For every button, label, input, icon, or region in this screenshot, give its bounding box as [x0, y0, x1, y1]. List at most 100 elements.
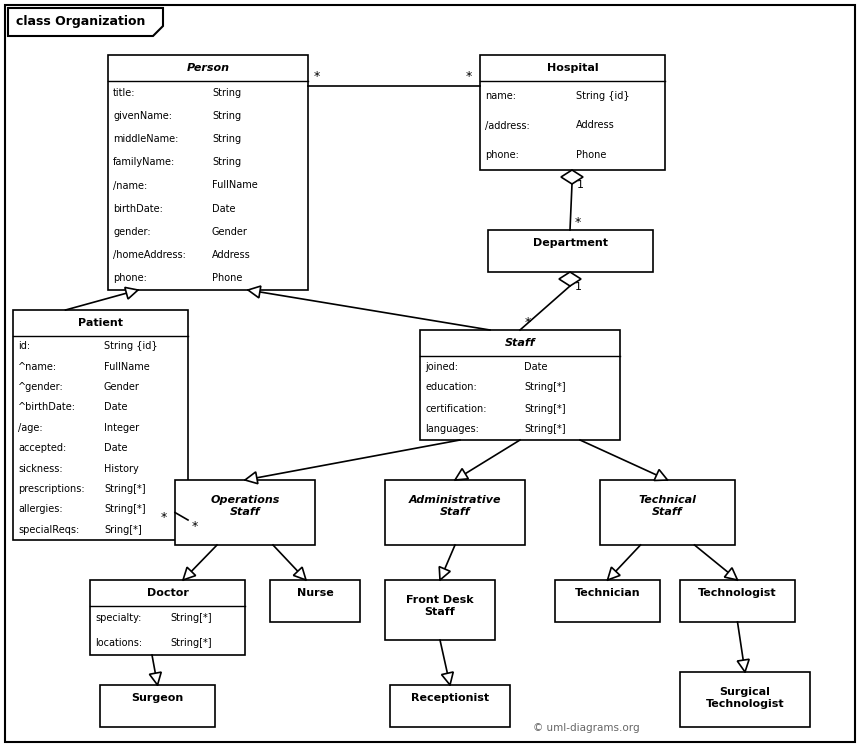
- Polygon shape: [125, 288, 138, 299]
- Bar: [385, 480, 525, 545]
- Polygon shape: [293, 567, 306, 580]
- Text: phone:: phone:: [113, 273, 147, 283]
- Text: Surgeon: Surgeon: [132, 693, 184, 703]
- Text: ^name:: ^name:: [18, 362, 57, 371]
- Text: specialty:: specialty:: [95, 613, 141, 623]
- Bar: [270, 580, 360, 622]
- Bar: [100, 685, 215, 727]
- Polygon shape: [439, 567, 451, 580]
- Bar: [385, 580, 495, 640]
- Bar: [488, 230, 653, 272]
- Text: birthDate:: birthDate:: [113, 204, 163, 214]
- Text: ^birthDate:: ^birthDate:: [18, 403, 76, 412]
- Text: Address: Address: [212, 250, 251, 260]
- Bar: [175, 480, 315, 545]
- Text: certification:: certification:: [425, 403, 487, 414]
- Text: *: *: [525, 316, 531, 329]
- Polygon shape: [441, 672, 453, 685]
- Text: allergies:: allergies:: [18, 504, 63, 515]
- Text: Department: Department: [533, 238, 608, 248]
- Text: Operations
Staff: Operations Staff: [211, 495, 280, 517]
- Text: Technical
Staff: Technical Staff: [638, 495, 697, 517]
- Text: String[*]: String[*]: [524, 424, 566, 435]
- Text: Integer: Integer: [104, 423, 139, 433]
- Text: locations:: locations:: [95, 638, 142, 648]
- Text: FullName: FullName: [212, 181, 258, 190]
- Polygon shape: [455, 468, 469, 480]
- Text: String {id}: String {id}: [576, 91, 630, 101]
- Text: class Organization: class Organization: [16, 16, 145, 28]
- Text: name:: name:: [485, 91, 516, 101]
- Text: prescriptions:: prescriptions:: [18, 484, 84, 494]
- Text: Date: Date: [524, 362, 548, 371]
- Polygon shape: [561, 170, 583, 184]
- Bar: [420, 330, 620, 440]
- Text: *: *: [192, 520, 199, 533]
- Text: ^gender:: ^gender:: [18, 382, 64, 392]
- Text: String[*]: String[*]: [524, 403, 566, 414]
- Text: gender:: gender:: [113, 227, 150, 237]
- Text: Sring[*]: Sring[*]: [104, 525, 142, 535]
- Text: Receptionist: Receptionist: [411, 693, 489, 703]
- Text: specialReqs:: specialReqs:: [18, 525, 79, 535]
- Text: Patient: Patient: [78, 318, 123, 328]
- Text: /name:: /name:: [113, 181, 147, 190]
- Text: FullName: FullName: [104, 362, 150, 371]
- Polygon shape: [559, 272, 581, 286]
- Bar: [108, 55, 308, 290]
- Text: Phone: Phone: [576, 150, 606, 160]
- Text: /address:: /address:: [485, 120, 530, 131]
- Text: String: String: [212, 158, 241, 167]
- Text: String {id}: String {id}: [104, 341, 157, 351]
- Polygon shape: [654, 470, 667, 480]
- Polygon shape: [607, 567, 620, 580]
- Text: Date: Date: [104, 403, 127, 412]
- Text: /homeAddress:: /homeAddress:: [113, 250, 186, 260]
- Polygon shape: [248, 286, 261, 298]
- Text: phone:: phone:: [485, 150, 519, 160]
- Bar: [13, 310, 188, 540]
- Polygon shape: [150, 672, 161, 685]
- Text: sickness:: sickness:: [18, 464, 63, 474]
- Text: *: *: [161, 510, 167, 524]
- Text: *: *: [575, 216, 581, 229]
- Text: familyName:: familyName:: [113, 158, 175, 167]
- Text: middleName:: middleName:: [113, 134, 178, 144]
- Bar: [555, 580, 660, 622]
- Text: Person: Person: [187, 63, 230, 73]
- Text: Technologist: Technologist: [698, 588, 777, 598]
- Text: Address: Address: [576, 120, 615, 131]
- Text: Date: Date: [212, 204, 236, 214]
- Text: © uml-diagrams.org: © uml-diagrams.org: [533, 723, 640, 733]
- Text: String: String: [212, 134, 241, 144]
- Text: id:: id:: [18, 341, 30, 351]
- Text: accepted:: accepted:: [18, 443, 66, 453]
- Text: Administrative
Staff: Administrative Staff: [408, 495, 501, 517]
- Bar: [600, 480, 735, 545]
- Text: Date: Date: [104, 443, 127, 453]
- Text: Staff: Staff: [505, 338, 535, 348]
- Text: *: *: [314, 70, 320, 83]
- Text: String[*]: String[*]: [104, 504, 145, 515]
- Text: String[*]: String[*]: [170, 613, 212, 623]
- Text: *: *: [466, 70, 472, 83]
- Text: /age:: /age:: [18, 423, 43, 433]
- Bar: [680, 580, 795, 622]
- Polygon shape: [245, 472, 258, 484]
- Text: Gender: Gender: [104, 382, 140, 392]
- Bar: [390, 685, 510, 727]
- Polygon shape: [183, 567, 196, 580]
- Text: Doctor: Doctor: [146, 588, 188, 598]
- Text: Phone: Phone: [212, 273, 243, 283]
- Polygon shape: [8, 8, 163, 36]
- Text: Front Desk
Staff: Front Desk Staff: [406, 595, 474, 617]
- Bar: [480, 55, 665, 170]
- Text: String[*]: String[*]: [524, 382, 566, 392]
- Text: languages:: languages:: [425, 424, 479, 435]
- Text: 1: 1: [577, 180, 584, 190]
- Polygon shape: [737, 660, 749, 672]
- Text: String: String: [212, 87, 241, 98]
- Text: Technician: Technician: [574, 588, 641, 598]
- Text: Surgical
Technologist: Surgical Technologist: [706, 686, 784, 709]
- Text: Gender: Gender: [212, 227, 248, 237]
